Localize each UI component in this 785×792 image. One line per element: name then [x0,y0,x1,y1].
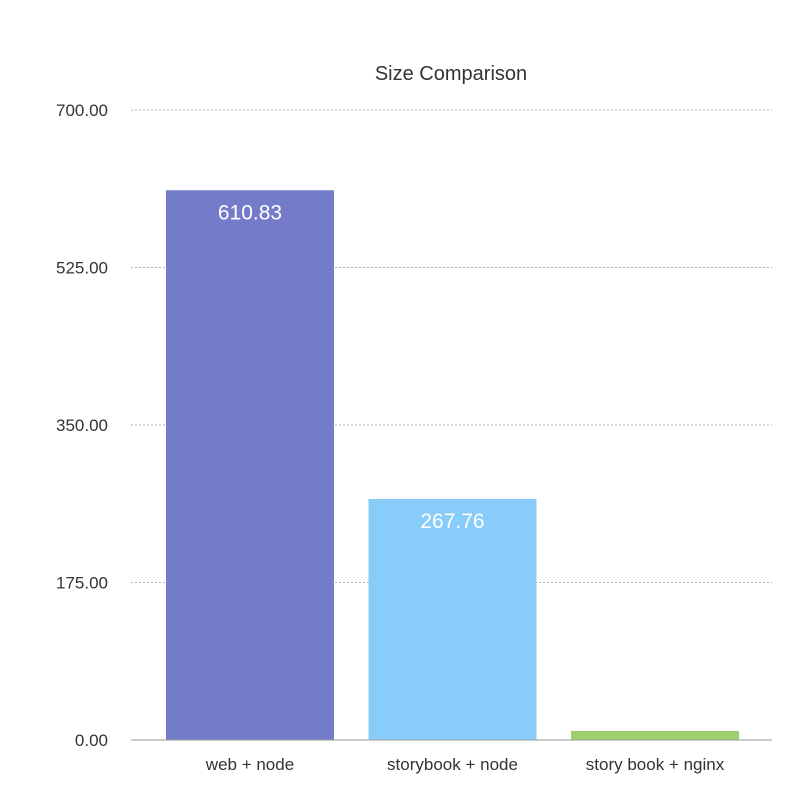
x-category-label: web + node [205,755,294,774]
y-tick-label: 0.00 [75,731,108,750]
y-tick-label: 350.00 [56,416,108,435]
chart-title: Size Comparison [375,63,527,85]
x-category-label: storybook + node [387,755,518,774]
bar [368,499,537,740]
y-tick-label: 175.00 [56,574,108,593]
bar-value-label: 610.83 [218,201,282,224]
y-tick-label: 700.00 [56,101,108,120]
bar-layer [166,190,739,741]
x-category-label: story book + nginx [586,755,725,774]
y-tick-label: 525.00 [56,259,108,278]
bar-value-label: 267.76 [420,510,484,533]
bar [571,731,739,740]
bar [166,190,334,741]
label-layer: 610.83 web + node 267.76 storybook + node st… [205,201,725,774]
